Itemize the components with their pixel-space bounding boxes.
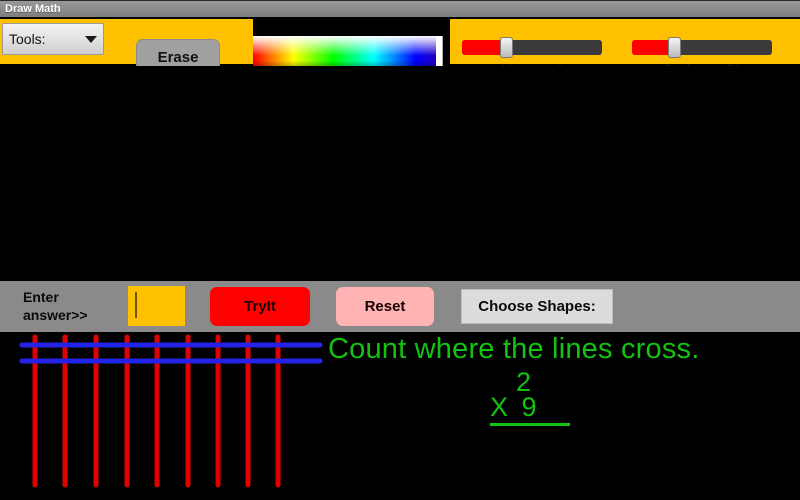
tools-dropdown[interactable]: Tools: <box>2 23 104 55</box>
reset-button[interactable]: Reset <box>336 287 434 326</box>
answer-bar: Enter answer>> TryIt Reset Choose Shapes… <box>0 281 800 332</box>
line-size-slider-thumb[interactable] <box>500 37 514 58</box>
ink-strokes <box>19 334 323 488</box>
title-bar: Draw Math <box>0 0 800 17</box>
prompt-annotation: Count where the lines cross. <box>328 333 700 365</box>
circle-size-slider-fill <box>632 40 674 55</box>
answer-input[interactable] <box>128 286 185 326</box>
choose-shapes-button[interactable]: Choose Shapes: <box>461 289 613 324</box>
problem-multiplicand: 2 <box>516 367 532 397</box>
answer-input-caret <box>135 292 137 318</box>
drawing-toolbar: Tools: Erase Line size 4 Circle size 20 <box>0 17 800 83</box>
enter-answer-label: Enter answer>> <box>23 289 88 323</box>
line-size-slider-track[interactable] <box>462 40 602 55</box>
problem-operator-multiplier: X 9 <box>490 392 540 422</box>
chevron-down-icon <box>85 35 97 43</box>
line-size-slider-fill <box>462 40 507 55</box>
tryit-button[interactable]: TryIt <box>210 287 310 326</box>
tools-dropdown-label: Tools: <box>9 31 46 47</box>
circle-size-slider-thumb[interactable] <box>667 37 681 58</box>
circle-size-slider-track[interactable] <box>632 40 772 55</box>
problem-underline <box>490 423 570 426</box>
window-title: Draw Math <box>5 3 61 15</box>
